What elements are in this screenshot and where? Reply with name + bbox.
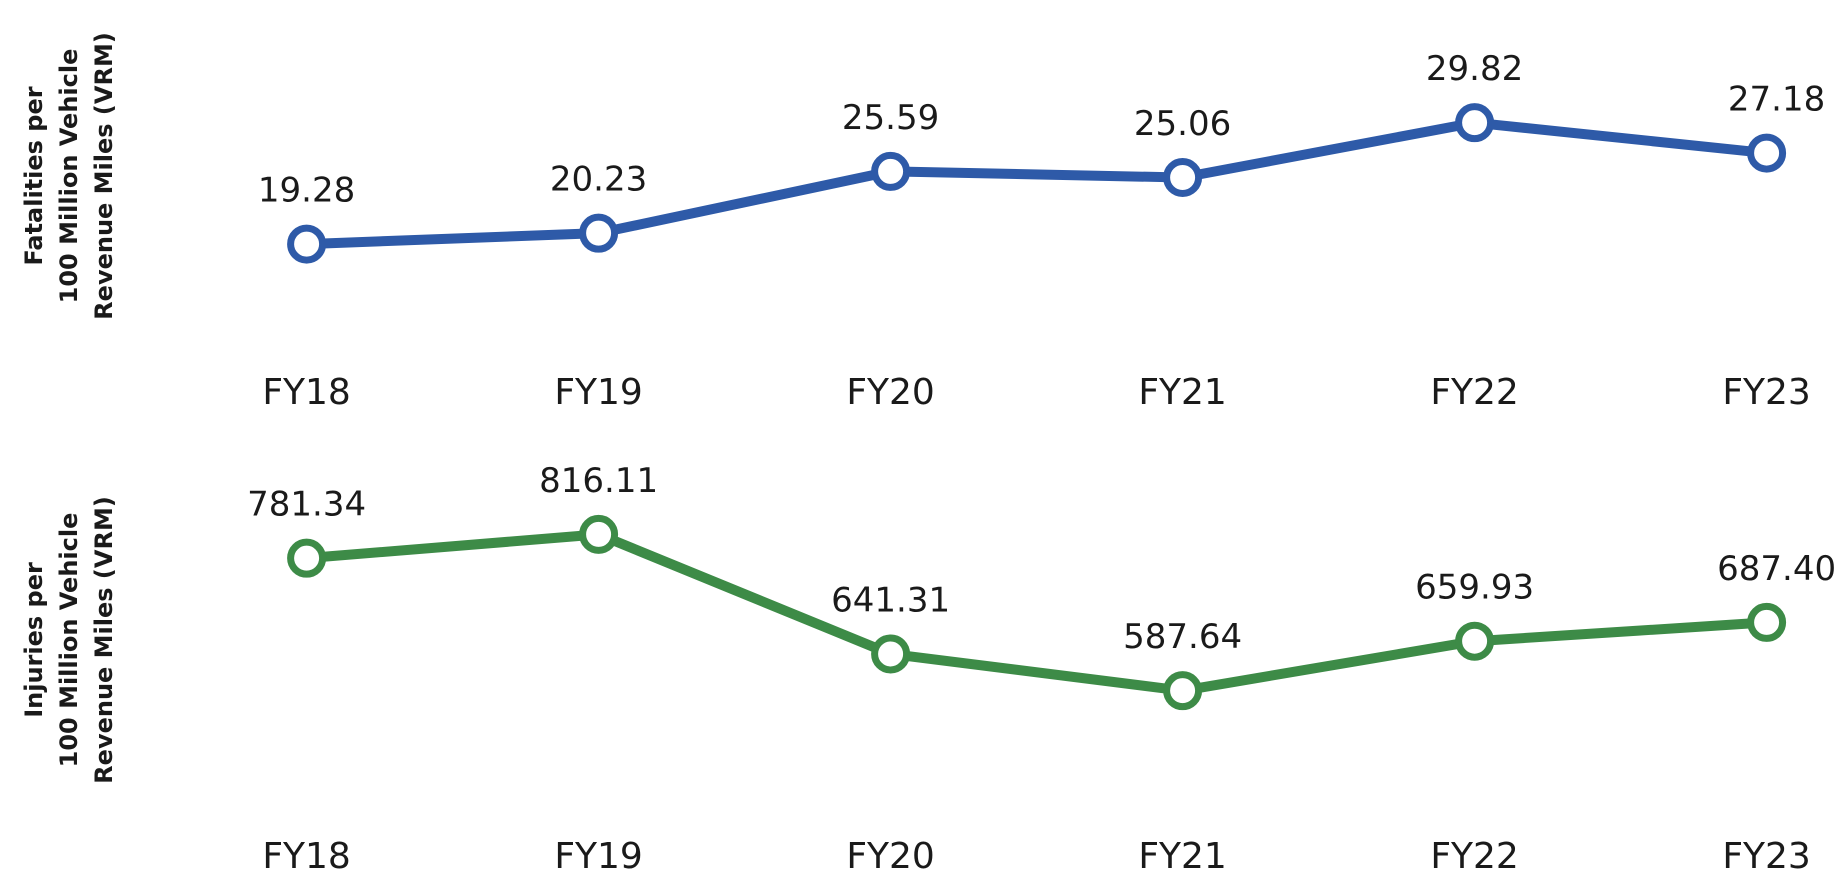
data-label: 20.23	[550, 160, 647, 200]
x-tick-label: FY21	[1138, 372, 1227, 413]
x-tick-label: FY19	[554, 372, 643, 413]
data-point	[579, 213, 619, 253]
data-label: 659.93	[1415, 568, 1534, 608]
series-line	[306, 529, 1767, 696]
data-label: 27.18	[1728, 80, 1825, 120]
data-label: 25.06	[1134, 104, 1231, 144]
y-axis-label-line: Revenue Miles (VRM)	[90, 32, 118, 320]
data-point	[871, 634, 911, 674]
y-axis-label-line: Revenue Miles (VRM)	[90, 496, 118, 784]
data-point	[1455, 103, 1495, 143]
x-tick-label: FY20	[846, 836, 935, 877]
y-axis-label: Injuries per 100 Million Vehicle Revenue M…	[20, 496, 118, 784]
data-label: 781.34	[247, 485, 366, 525]
y-axis-label-line: Fatalities per	[20, 86, 48, 265]
x-tick-label: FY23	[1722, 836, 1811, 877]
data-label: 19.28	[258, 171, 355, 211]
x-tick-label: FY19	[554, 836, 643, 877]
x-tick-label: FY20	[846, 372, 935, 413]
data-point	[1747, 602, 1787, 642]
x-tick-label: FY22	[1430, 372, 1519, 413]
data-point	[579, 514, 619, 554]
y-axis-label-line: Injuries per	[20, 562, 48, 718]
x-tick-label: FY23	[1722, 372, 1811, 413]
data-point	[1163, 671, 1203, 711]
data-point	[1747, 133, 1787, 173]
data-label: 29.82	[1426, 49, 1523, 89]
data-point	[1455, 621, 1495, 661]
data-point	[287, 538, 327, 578]
data-label: 641.31	[831, 580, 950, 620]
series-line	[306, 117, 1768, 250]
data-label: 687.40	[1717, 549, 1836, 589]
data-point	[287, 224, 327, 264]
y-axis-label: Fatalities per 100 Million Vehicle Revenue…	[20, 32, 118, 320]
y-axis-label-line: 100 Million Vehicle	[55, 49, 83, 304]
data-label: 587.64	[1123, 617, 1242, 657]
data-label: 816.11	[539, 461, 658, 501]
x-tick-label: FY18	[262, 836, 351, 877]
data-label: 25.59	[842, 98, 939, 138]
data-point	[1163, 158, 1203, 198]
x-tick-label: FY21	[1138, 836, 1227, 877]
y-axis-label-line: 100 Million Vehicle	[55, 513, 83, 768]
data-point	[871, 151, 911, 191]
x-tick-label: FY22	[1430, 836, 1519, 877]
x-tick-label: FY18	[262, 372, 351, 413]
